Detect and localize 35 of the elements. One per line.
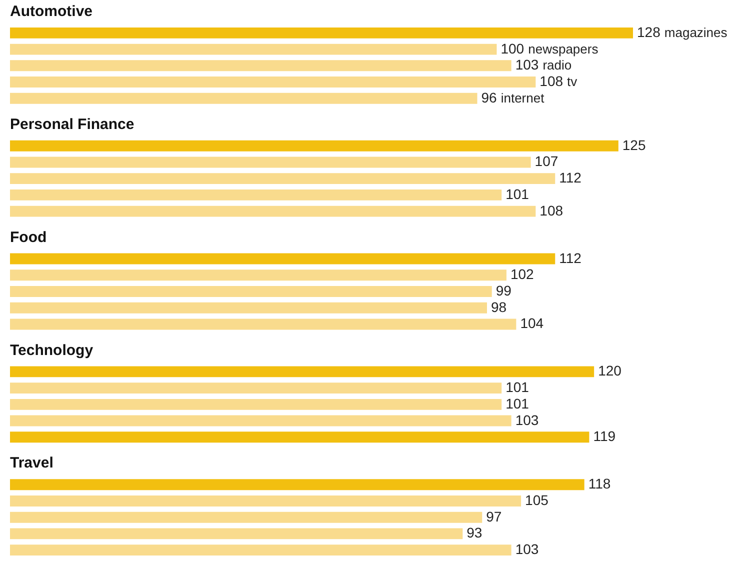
data-label: 103	[515, 412, 539, 428]
data-label: 101	[506, 379, 530, 396]
data-label: 104	[520, 315, 544, 332]
data-label: 102	[510, 266, 534, 282]
data-label: 101	[506, 395, 530, 412]
y-tick-label: Automotive	[10, 3, 92, 20]
data-label: 97	[486, 508, 502, 524]
text: radio	[542, 58, 572, 73]
data-label: 125	[622, 136, 646, 153]
data-label: 119	[593, 428, 616, 444]
data-label: 93	[466, 524, 482, 541]
data-label: 98	[490, 298, 507, 315]
data-label: 128	[637, 24, 661, 40]
data-label: 112	[559, 170, 582, 186]
series-label: internet	[500, 90, 545, 106]
data-label: 107	[534, 153, 558, 170]
data-label: 99	[496, 282, 512, 298]
data-label: 103	[515, 541, 539, 558]
text: tv	[567, 74, 578, 90]
y-tick-label: Personal Finance	[10, 116, 134, 133]
data-label: 108	[540, 73, 564, 90]
y-tick-label: Food	[10, 228, 47, 246]
data-label: 103	[515, 56, 539, 73]
data-label: 101	[506, 186, 530, 202]
data-label: 118	[588, 476, 611, 492]
data-label: 112	[559, 250, 582, 266]
data-label: 108	[540, 202, 564, 218]
text: newspapers	[528, 41, 599, 56]
data-label: 105	[525, 492, 549, 508]
y-tick-label: Technology	[10, 342, 94, 359]
data-label: 100	[500, 40, 524, 56]
data-label: 96	[481, 89, 498, 106]
text: magazines	[664, 24, 728, 40]
data-label: 120	[598, 362, 622, 379]
y-tick-label: Travel	[10, 454, 54, 472]
